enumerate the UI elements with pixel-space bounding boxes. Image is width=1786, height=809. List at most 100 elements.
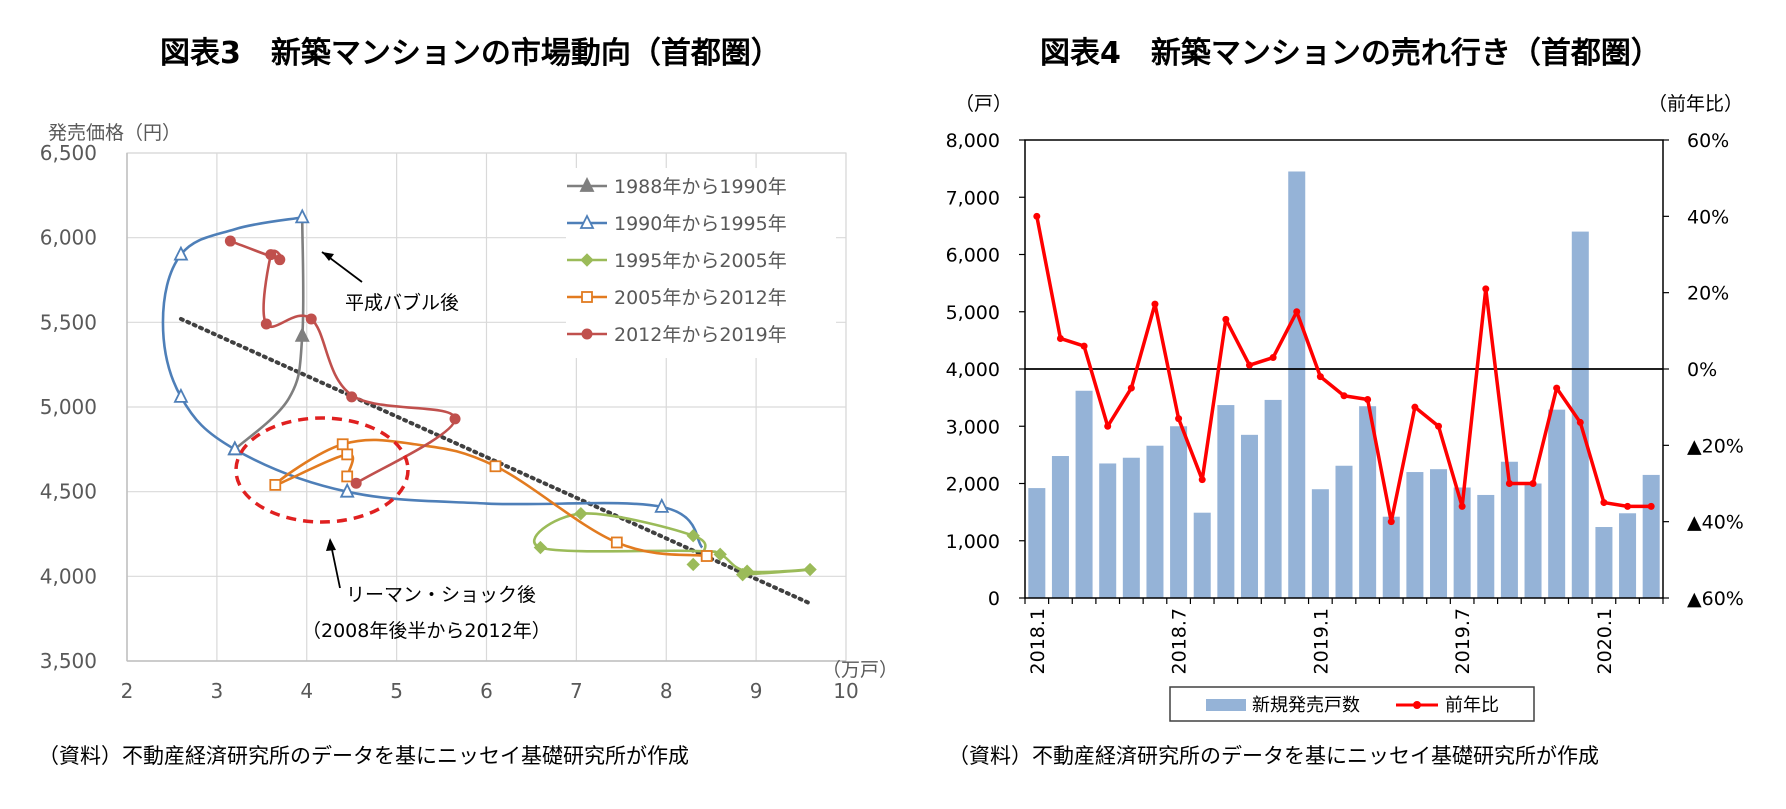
x-tick-label: 2019.7 xyxy=(1452,608,1474,674)
bar xyxy=(1075,390,1093,598)
data-point xyxy=(227,440,243,456)
bar xyxy=(1430,469,1448,598)
yoy-point xyxy=(1624,502,1632,510)
left-axis-unit: （戸） xyxy=(955,93,1012,115)
left-tick-label: 6,000 xyxy=(946,245,1000,267)
x-tick-label: 2020.1 xyxy=(1594,608,1616,674)
yoy-point xyxy=(1293,308,1301,316)
x-tick-label: 2019.1 xyxy=(1310,608,1332,674)
data-point xyxy=(341,470,354,483)
plot-area xyxy=(1024,139,1664,599)
yoy-point xyxy=(1411,403,1419,411)
yoy-point xyxy=(1056,334,1064,342)
data-point xyxy=(735,567,750,582)
y-tick-label: 3,500 xyxy=(40,649,97,673)
right-tick-label: 0% xyxy=(1687,359,1717,381)
yoy-point xyxy=(1529,480,1537,487)
yoy-line xyxy=(1035,216,1652,524)
right-tick-label: 60% xyxy=(1687,130,1729,152)
right-tick-label: ▲20% xyxy=(1687,435,1744,457)
yoy-point xyxy=(1127,384,1135,392)
yoy-point xyxy=(1151,300,1159,308)
legend-bar-label: 新規発売戸数 xyxy=(1252,695,1360,716)
x-tick-label: 2 xyxy=(121,679,134,703)
y-tick-label: 4,000 xyxy=(40,564,97,588)
bar xyxy=(1264,399,1282,598)
left-tick-label: 0 xyxy=(988,588,1000,610)
left-tick-label: 3,000 xyxy=(946,416,1000,438)
x-axis-title: （万戸） xyxy=(822,659,898,681)
data-point xyxy=(173,245,189,261)
bubble-arrowhead xyxy=(322,252,334,261)
annotation-lehman-1: リーマン・ショック後 xyxy=(346,584,536,606)
yoy-point xyxy=(1080,342,1088,350)
yoy-point xyxy=(1316,373,1324,381)
lehman-highlight-ellipse xyxy=(234,416,410,524)
yoy-point xyxy=(1600,499,1608,507)
data-point xyxy=(489,460,502,473)
data-point xyxy=(336,438,349,451)
bar xyxy=(1477,494,1495,598)
data-point xyxy=(574,506,588,521)
y-tick-label: 6,500 xyxy=(40,141,97,165)
data-point xyxy=(173,387,189,403)
bar xyxy=(1619,513,1637,598)
data-point xyxy=(533,540,548,555)
bar xyxy=(1524,483,1542,598)
data-point xyxy=(224,235,236,247)
yoy-point xyxy=(1576,418,1584,426)
right-tick-label: ▲60% xyxy=(1687,588,1744,610)
series-line xyxy=(532,512,812,576)
legend: 新規発売戸数 前年比 xyxy=(1169,686,1535,722)
chart4-title: 図表4 新築マンションの売れ行き（首都圏） xyxy=(1040,36,1661,71)
bar xyxy=(1382,516,1400,598)
x-tick-label: 3 xyxy=(211,679,224,703)
bar xyxy=(1146,445,1164,598)
data-point xyxy=(305,313,317,325)
yoy-point xyxy=(1245,361,1253,369)
series-line xyxy=(273,438,707,558)
data-point xyxy=(274,254,286,266)
legend-label: 2005年から2012年 xyxy=(614,287,787,309)
y-tick-label: 4,500 xyxy=(40,480,97,504)
data-point xyxy=(346,391,358,403)
y-tick-label: 5,500 xyxy=(40,310,97,334)
left-tick-label: 4,000 xyxy=(946,359,1000,381)
data-point xyxy=(294,326,310,342)
yoy-point xyxy=(1175,415,1183,423)
data-point xyxy=(581,328,593,340)
bar xyxy=(1311,489,1329,598)
yoy-point xyxy=(1269,354,1277,362)
bar xyxy=(1028,488,1046,598)
scatter-chart: 3,500 4,000 4,500 5,000 5,500 6,000 6,500 2 3 4 5 6… xyxy=(40,122,898,703)
data-point xyxy=(610,536,623,549)
left-tick-label: 7,000 xyxy=(946,187,1000,209)
yoy-point xyxy=(1104,422,1112,430)
right-tick-label: 20% xyxy=(1687,283,1729,305)
bar xyxy=(1051,456,1069,598)
bar xyxy=(1240,434,1258,598)
data-point xyxy=(700,550,713,562)
data-point xyxy=(581,291,593,303)
left-tick-label: 5,000 xyxy=(946,302,1000,324)
chart3-source: （資料）不動産経済研究所のデータを基にニッセイ基礎研究所が作成 xyxy=(38,744,689,768)
bar xyxy=(1335,465,1353,598)
x-tick-label: 5 xyxy=(390,679,403,703)
data-point xyxy=(341,448,354,461)
yoy-point xyxy=(1505,480,1513,487)
x-tick-label: 4 xyxy=(300,679,313,703)
x-tick-label: 10 xyxy=(833,679,858,703)
data-point xyxy=(713,547,727,562)
yoy-point xyxy=(1647,502,1655,510)
x-tick-label: 9 xyxy=(750,679,763,703)
legend-label: 1995年から2005年 xyxy=(614,250,787,272)
bar xyxy=(1548,409,1566,598)
y-tick-label: 5,000 xyxy=(40,395,97,419)
data-point xyxy=(350,477,362,489)
left-tick-label: 2,000 xyxy=(946,474,1000,496)
bar xyxy=(1595,527,1613,598)
data-point xyxy=(686,557,700,572)
yoy-point xyxy=(1340,392,1348,400)
data-point xyxy=(339,482,355,498)
chart4-source: （資料）不動産経済研究所のデータを基にニッセイ基礎研究所が作成 xyxy=(948,744,1599,768)
